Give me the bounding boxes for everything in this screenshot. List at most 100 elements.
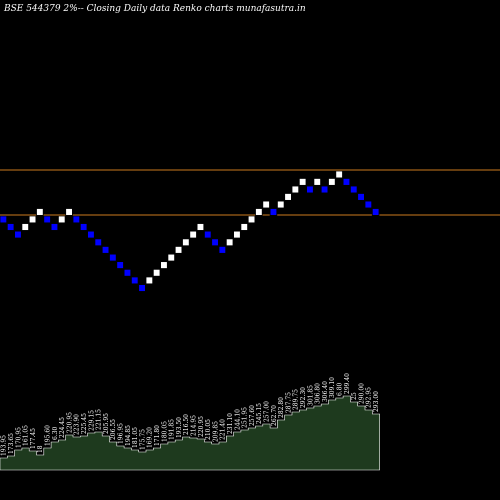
volume-label: 293.00	[373, 391, 380, 412]
volume-label: 224.45	[59, 417, 66, 438]
volume-label: 231.10	[227, 413, 234, 434]
renko-brick-down	[50, 223, 59, 231]
renko-brick-up	[262, 200, 270, 209]
renko-brick-up	[189, 230, 197, 239]
renko-brick-up	[233, 230, 241, 239]
renko-brick-down	[269, 208, 278, 216]
chart-title: BSE 544379 2%-- Closing Daily data Renko…	[3, 4, 306, 14]
volume-label: 196.95	[117, 423, 124, 444]
volume-label: 216.50	[183, 414, 190, 435]
volume-label: 245.15	[256, 403, 263, 424]
volume-label: 171.80	[154, 425, 161, 446]
renko-brick-down	[72, 215, 81, 224]
renko-brick-up	[174, 246, 183, 254]
renko-brick-down	[203, 230, 212, 239]
renko-brick-up	[240, 223, 248, 231]
renko-brick-down	[116, 261, 124, 269]
volume-label: 309.10	[329, 377, 336, 398]
renko-brick-down	[79, 223, 88, 231]
renko-brick-down	[342, 178, 351, 186]
renko-brick-down	[130, 276, 139, 285]
volume-label: 299.40	[344, 373, 351, 394]
volume-label: 229.15	[88, 410, 95, 431]
volume-label: 282.80	[278, 397, 285, 418]
renko-brick-up	[284, 193, 292, 201]
renko-brick-down	[101, 246, 110, 254]
renko-brick-up	[328, 178, 336, 186]
volume-label: 177.45	[30, 428, 37, 449]
volume-label: 301.85	[307, 385, 314, 406]
renko-brick-down	[349, 185, 358, 194]
renko-brick-up	[160, 261, 168, 269]
renko-brick-down	[94, 238, 103, 247]
renko-brick-up	[291, 185, 300, 194]
volume-label: 169.20	[147, 427, 154, 448]
volume-label: 220.95	[198, 416, 205, 437]
renko-brick-down	[87, 230, 95, 239]
volume-label: 306.80	[315, 383, 322, 404]
renko-brick-down	[14, 230, 22, 239]
renko-brick-up	[182, 238, 190, 247]
volume-label: 181.05	[132, 427, 139, 448]
renko-brick-up	[36, 208, 44, 216]
volume-label: 6.80	[336, 382, 343, 396]
volume-label: 292.95	[366, 387, 373, 408]
volume-label: 25	[351, 392, 358, 400]
renko-brick-down	[306, 185, 314, 194]
volume-label: 206.55	[110, 419, 117, 440]
volume-label: 221.40	[220, 419, 227, 440]
renko-brick-down	[123, 268, 132, 277]
renko-brick-up	[28, 215, 37, 224]
volume-label: 306.40	[322, 381, 329, 402]
volume-label: 191.85	[169, 419, 176, 440]
volume-label: 205.95	[103, 413, 110, 434]
renko-brick-down	[218, 246, 227, 254]
volume-label: 18	[37, 445, 44, 453]
volume-label: 257.00	[263, 401, 270, 422]
renko-brick-up	[21, 223, 29, 231]
volume-label: 225.45	[81, 413, 88, 434]
volume-label: 214.95	[190, 415, 197, 436]
renko-brick-up	[247, 215, 256, 224]
volume-label: 209.85	[212, 421, 219, 442]
renko-brick-down	[43, 215, 51, 224]
renko-brick-up	[335, 170, 343, 179]
volume-area-path	[0, 395, 380, 471]
renko-brick-up	[167, 253, 175, 262]
renko-brick-up	[313, 178, 321, 186]
volume-label: 244.10	[234, 409, 241, 430]
renko-brick-down	[364, 200, 373, 209]
volume-label: 170.95	[15, 427, 22, 448]
volume-label: 221.15	[96, 409, 103, 430]
renko-brick-up	[58, 215, 66, 224]
volume-area	[0, 395, 380, 471]
renko-brick-down	[6, 223, 15, 231]
renko-brick-up	[145, 276, 154, 285]
volume-label: 175.75	[139, 429, 146, 450]
renko-brick-up	[255, 208, 263, 216]
volume-label: 180.05	[161, 421, 168, 442]
volume-label: 257.60	[249, 405, 256, 426]
renko-brick-up	[298, 178, 307, 186]
renko-brick-down	[320, 185, 329, 194]
level-lines	[0, 169, 500, 216]
volume-label: 210.05	[205, 419, 212, 440]
renko-bricks	[0, 170, 380, 292]
renko-brick-up	[65, 208, 73, 216]
renko-brick-up	[196, 223, 205, 231]
volume-label: 290.00	[358, 383, 365, 404]
volume-label: 161.05	[23, 425, 30, 446]
renko-brick-up	[276, 200, 285, 209]
renko-brick-up	[225, 238, 234, 247]
volume-label: 289.75	[293, 389, 300, 410]
volume-label: 193.50	[176, 417, 183, 438]
volume-label: 262.70	[271, 405, 278, 426]
volume-label: 287.75	[285, 392, 292, 413]
volume-label: 173.65	[8, 433, 15, 454]
renko-brick-down	[371, 208, 380, 216]
renko-brick-up	[152, 268, 161, 277]
volume-label: 195.60	[44, 425, 51, 446]
